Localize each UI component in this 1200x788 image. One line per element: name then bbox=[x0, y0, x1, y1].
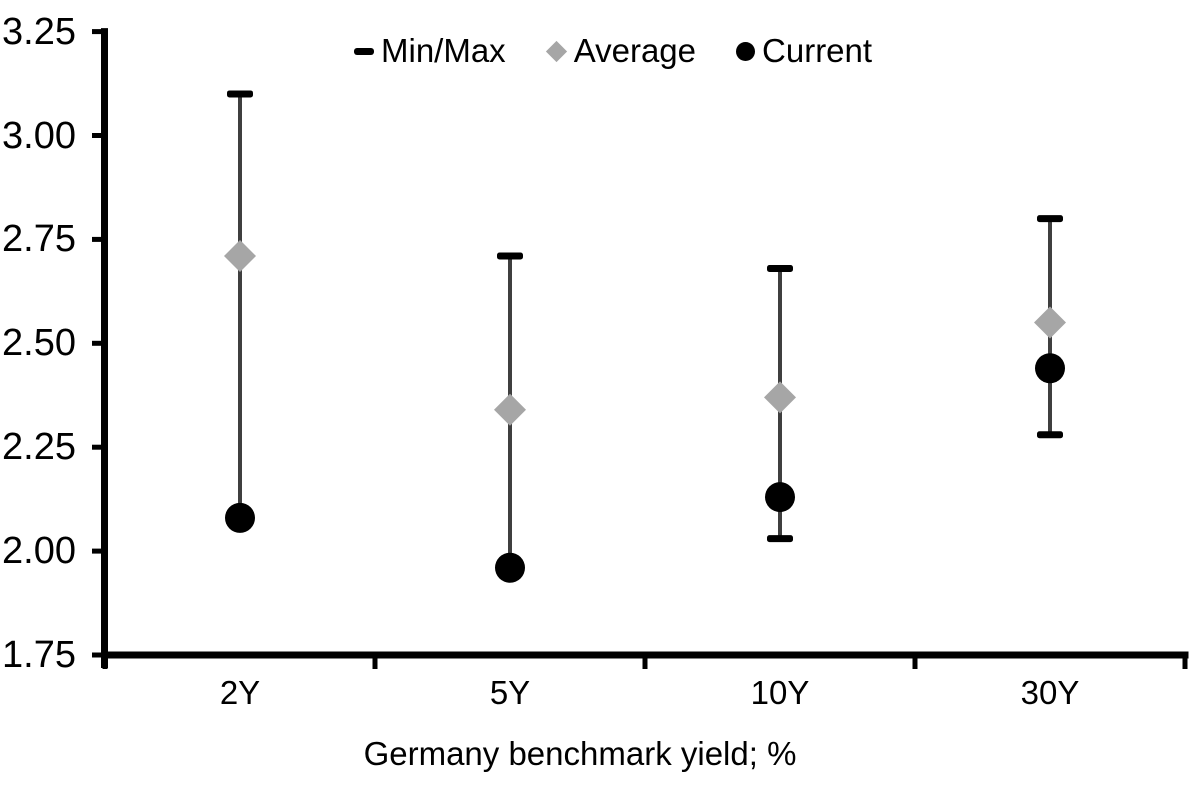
average-marker-2Y bbox=[224, 240, 256, 273]
y-tick-label-2.25: 2.25 bbox=[2, 426, 76, 469]
legend-item-current: Current bbox=[736, 31, 872, 71]
y-tick-label-2.50: 2.50 bbox=[2, 322, 76, 365]
average-marker-30Y bbox=[1034, 306, 1066, 339]
minmax-dash-icon bbox=[354, 47, 374, 55]
max-cap-5Y bbox=[497, 252, 523, 260]
current-circle-icon bbox=[736, 41, 756, 61]
legend-item-minmax: Min/Max bbox=[354, 31, 506, 71]
min-cap-30Y bbox=[1037, 431, 1063, 439]
y-tick-label-1.75: 1.75 bbox=[2, 634, 76, 676]
max-cap-30Y bbox=[1037, 215, 1063, 223]
current-marker-2Y bbox=[225, 502, 255, 533]
y-tick-label-3.25: 3.25 bbox=[2, 10, 76, 53]
legend-label-average: Average bbox=[573, 32, 697, 69]
current-marker-10Y bbox=[765, 482, 795, 513]
average-diamond-icon bbox=[545, 40, 567, 62]
x-tick-label-2Y: 2Y bbox=[219, 674, 261, 711]
legend: Min/Max Average Current bbox=[354, 31, 872, 71]
legend-label-minmax: Min/Max bbox=[381, 32, 506, 69]
max-cap-10Y bbox=[767, 264, 793, 272]
x-tick-label-30Y: 30Y bbox=[1020, 674, 1080, 711]
legend-label-current: Current bbox=[762, 32, 873, 69]
current-marker-30Y bbox=[1035, 353, 1065, 384]
average-marker-5Y bbox=[494, 393, 526, 426]
x-tick-label-10Y: 10Y bbox=[750, 674, 810, 711]
current-marker-5Y bbox=[495, 552, 525, 583]
y-tick-label-2.75: 2.75 bbox=[2, 218, 76, 261]
y-tick-label-2.00: 2.00 bbox=[2, 530, 76, 573]
y-tick-label-3.00: 3.00 bbox=[2, 114, 76, 157]
max-cap-2Y bbox=[227, 90, 253, 98]
min-cap-10Y bbox=[767, 535, 793, 543]
x-tick-label-5Y: 5Y bbox=[489, 674, 531, 711]
legend-item-average: Average bbox=[545, 31, 697, 71]
x-axis-title: Germany benchmark yield; % bbox=[363, 735, 797, 772]
average-marker-10Y bbox=[764, 381, 796, 414]
